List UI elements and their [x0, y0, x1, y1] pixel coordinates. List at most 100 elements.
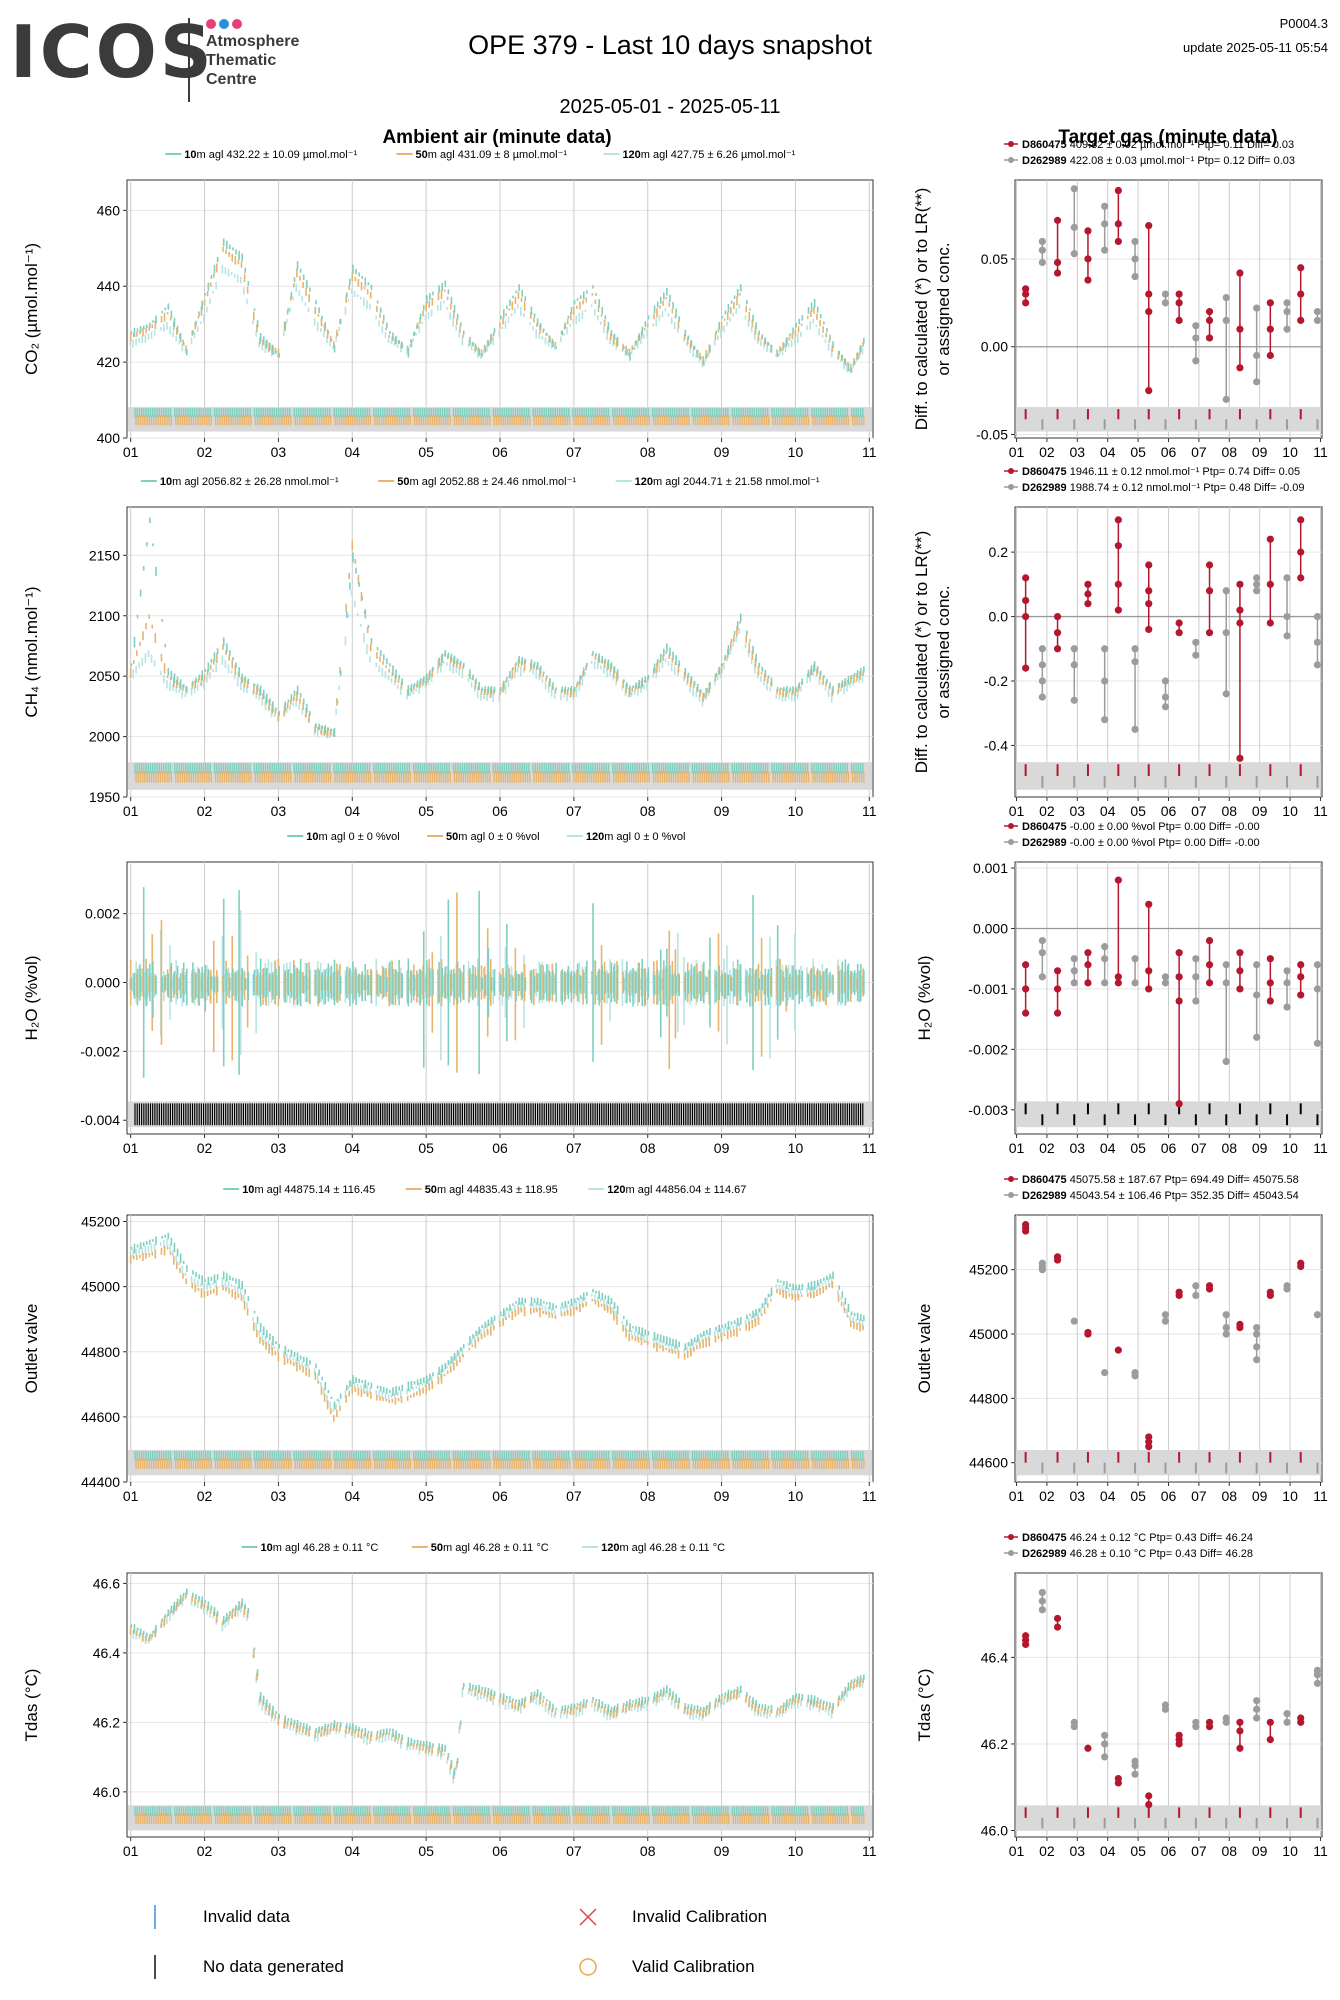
target-d262989-point [1101, 645, 1109, 653]
chart-outlet: 44400 44600 44800 45000 45200 01 02 03 04 05 06 07 0… [22, 1184, 877, 1504]
x-tick-label: 05 [418, 1140, 434, 1156]
x-tick-label: 03 [1070, 1140, 1086, 1156]
target-d262989-point [1313, 1039, 1322, 1047]
target-d262989-point [1038, 936, 1046, 945]
target-d262989-point [1222, 587, 1230, 595]
target-d860475-point [1114, 220, 1122, 228]
target-d860475-point [1266, 955, 1274, 963]
chart-ch4_target: -0.4 -0.2 0.0 0.2 01 02 03 04 05 06 07 08 09 10 11 Diff… [912, 466, 1328, 819]
target-d262989-point [1101, 955, 1109, 963]
logo-dots [206, 16, 242, 34]
target-d262989-point [1038, 237, 1046, 246]
target-d860475-point [1297, 961, 1305, 969]
y-axis-label: Diff. to calculated (*) or to LR(**) [912, 531, 931, 774]
x-tick-label: 07 [566, 1140, 582, 1156]
target-d860475-point [1175, 619, 1183, 627]
target-d262989-point [1222, 629, 1230, 637]
target-d262989-point [1222, 961, 1230, 969]
target-d860475-point [1205, 979, 1214, 987]
y-tick-label: -0.004 [80, 1112, 120, 1128]
logo-sub-line-3: Centre [206, 71, 257, 88]
legend-dot-d860475 [1008, 823, 1014, 829]
x-tick-label: 04 [1100, 444, 1116, 460]
x-tick-label: 09 [1252, 1140, 1268, 1156]
y-axis-label: H₂O (%vol) [22, 956, 41, 1041]
x-tick-label: 02 [197, 1140, 213, 1156]
x-tick-label: 08 [640, 1140, 656, 1156]
x-tick-label: 11 [862, 1140, 877, 1156]
target-d262989-point [1038, 973, 1046, 981]
y-axis-label: or assigned conc. [934, 585, 953, 718]
target-d262989-point [1161, 299, 1170, 307]
x-tick-label: 04 [1100, 803, 1116, 819]
logo-subtitle: Atmosphere Thematic Centre [206, 32, 299, 89]
target-d262989-point [1313, 316, 1322, 325]
y-tick-label: -0.002 [968, 1041, 1008, 1057]
y-tick-label: 0.001 [973, 860, 1008, 876]
logo-divider [188, 18, 190, 102]
y-axis-label: CO₂ (µmol.mol⁻¹) [22, 243, 41, 375]
x-tick-label: 08 [640, 803, 656, 819]
target-d860475-point [1297, 316, 1305, 325]
legend-label-50m: 50m agl 0 ± 0 %vol [446, 831, 540, 843]
target-d262989-point [1070, 661, 1078, 669]
x-tick-label: 10 [788, 803, 804, 819]
legend-label-d262989: D262989 1988.74 ± 0.12 nmol.mol⁻¹ Ptp= 0… [1022, 482, 1305, 494]
target-d860475-point [1053, 612, 1062, 621]
y-tick-label: -0.002 [80, 1043, 120, 1059]
target-d860475-point [1205, 629, 1214, 637]
y-axis-label: or assigned conc. [934, 242, 953, 375]
legend-dot-d262989 [1008, 839, 1014, 845]
target-d860475-point [1145, 387, 1153, 395]
target-d860475-point [1266, 351, 1274, 360]
target-d860475-point [1084, 276, 1092, 284]
target-d262989-point [1222, 1057, 1230, 1066]
target-d262989-point [1192, 997, 1200, 1005]
logo-dot-blue [219, 19, 229, 29]
y-tick-label: -0.4 [984, 737, 1008, 753]
target-d860475-point [1053, 269, 1062, 277]
icos-logo: ICOS Atmosphere Thematic Centre [10, 14, 340, 104]
target-d262989-point [1192, 973, 1200, 981]
target-d860475-point [1236, 619, 1244, 627]
target-d262989-point [1253, 991, 1261, 999]
target-d860475-point [1145, 900, 1153, 908]
target-d262989-point [1283, 632, 1291, 640]
target-d860475-point [1145, 561, 1153, 569]
target-d262989-point [1131, 725, 1139, 733]
target-d262989-point [1222, 316, 1230, 325]
x-tick-label: 03 [271, 444, 287, 460]
target-d860475-point [1022, 612, 1030, 621]
x-tick-label: 07 [1191, 444, 1207, 460]
legend-label-50m: 50m agl 2052.88 ± 24.46 nmol.mol⁻¹ [397, 476, 576, 488]
target-d262989-point [1131, 979, 1139, 987]
target-d262989-point [1253, 304, 1261, 312]
legend-label-50m: 50m agl 44835.43 ± 118.95 [425, 1184, 558, 1196]
target-d860475-point [1266, 619, 1274, 627]
target-d262989-point [1253, 574, 1261, 582]
x-tick-label: 10 [1282, 444, 1298, 460]
x-tick-label: 05 [1130, 803, 1146, 819]
x-tick-label: 04 [344, 1140, 360, 1156]
y-tick-label: 0.2 [989, 544, 1009, 560]
x-tick-label: 11 [1313, 803, 1328, 819]
logo-sub-line-2: Thematic [206, 52, 277, 69]
target-d860475-point [1205, 936, 1214, 945]
y-tick-label: 460 [97, 202, 121, 218]
target-d262989-point [1313, 638, 1322, 646]
target-d860475-point [1297, 290, 1305, 298]
target-d860475-point [1266, 535, 1274, 543]
x-tick-label: 06 [1161, 444, 1177, 460]
target-d262989-point [1222, 293, 1230, 302]
target-d262989-point [1283, 308, 1291, 316]
target-d860475-point [1175, 629, 1183, 637]
target-d860475-point [1297, 264, 1305, 272]
target-d262989-point [1131, 272, 1139, 281]
status-band [1016, 1101, 1321, 1128]
x-tick-label: 09 [1252, 444, 1268, 460]
target-d860475-point [1084, 949, 1092, 957]
date-range: 2025-05-01 - 2025-05-11 [559, 96, 781, 118]
y-tick-label: -0.003 [968, 1102, 1008, 1118]
x-tick-label: 11 [1313, 444, 1328, 460]
target-d262989-point [1313, 961, 1322, 969]
